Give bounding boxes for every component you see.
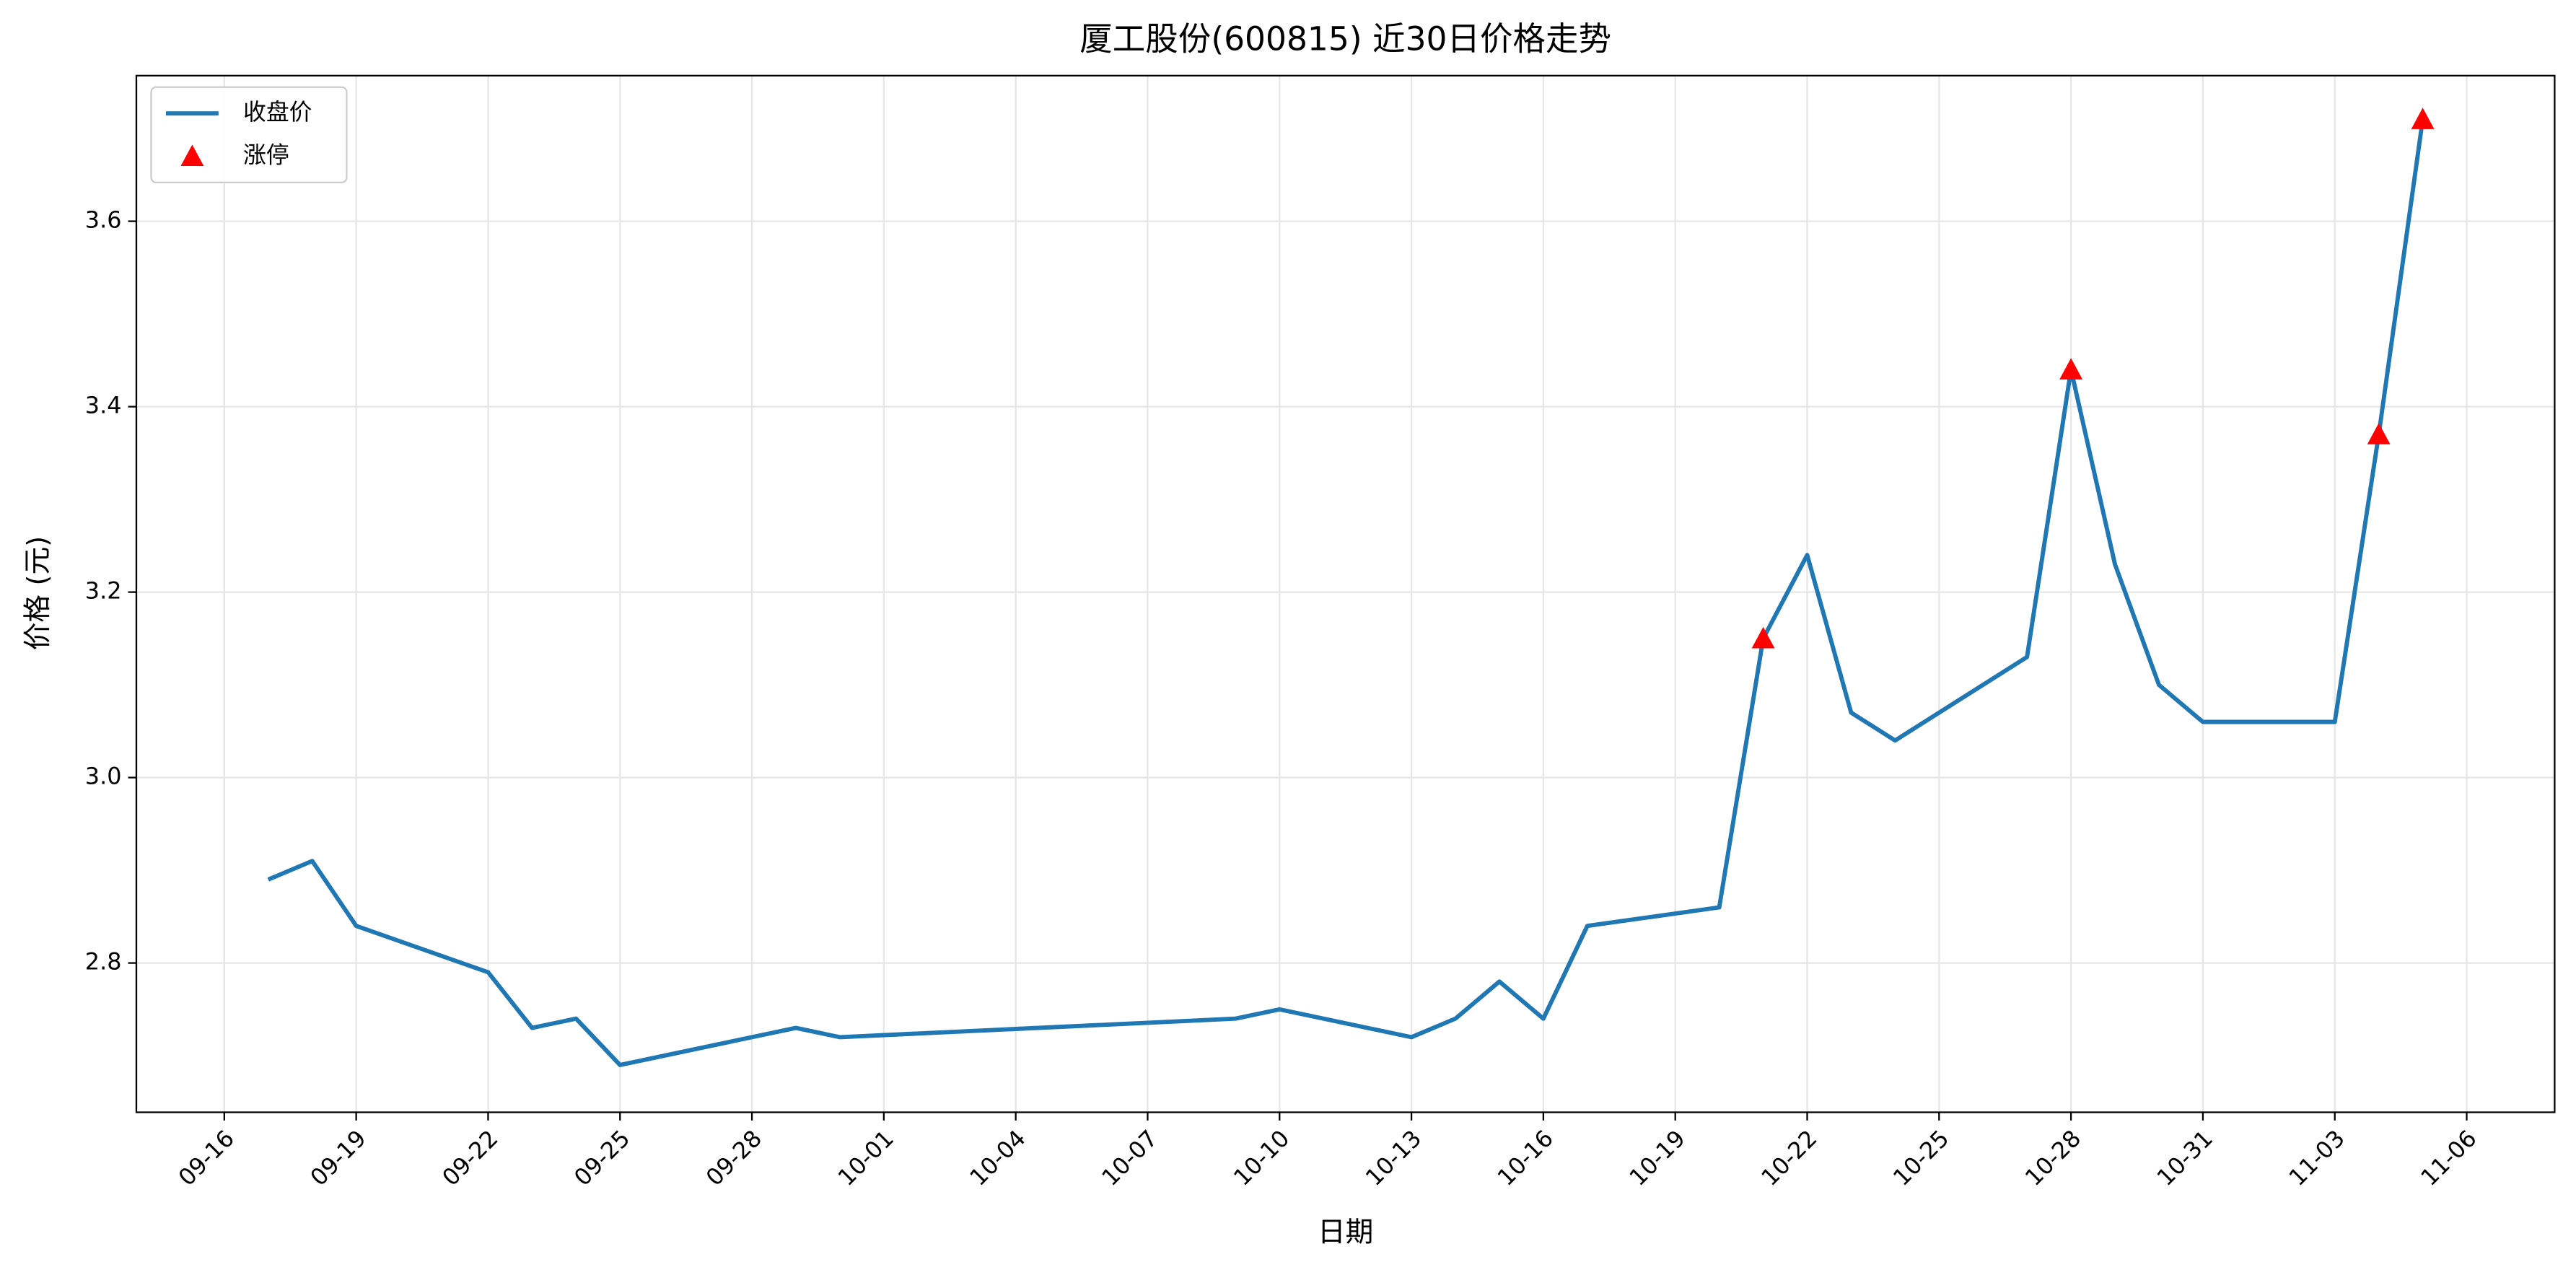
- plot-frame: [135, 74, 2556, 1113]
- price-line: [267, 118, 2425, 1067]
- limit-up-marker: [2059, 358, 2083, 380]
- legend-label: 涨停: [243, 141, 289, 168]
- y-tick-label: 3.0: [85, 763, 122, 790]
- limit-up-marker: [2367, 423, 2391, 444]
- y-tick-label: 3.6: [85, 206, 122, 234]
- chart-title: 厦工股份(600815) 近30日价格走势: [1079, 20, 1611, 58]
- limit-up-marker: [2411, 108, 2435, 129]
- y-tick-label: 2.8: [85, 948, 122, 976]
- y-tick-label: 3.2: [85, 577, 122, 605]
- x-axis-label: 日期: [1318, 1216, 1373, 1248]
- legend-frame: [150, 86, 348, 183]
- y-tick-label: 3.4: [85, 392, 122, 419]
- legend-label: 收盘价: [243, 98, 312, 126]
- limit-up-marker: [1751, 626, 1775, 649]
- legend-marker: [180, 144, 204, 167]
- y-axis-label: 价格 (元): [22, 536, 54, 651]
